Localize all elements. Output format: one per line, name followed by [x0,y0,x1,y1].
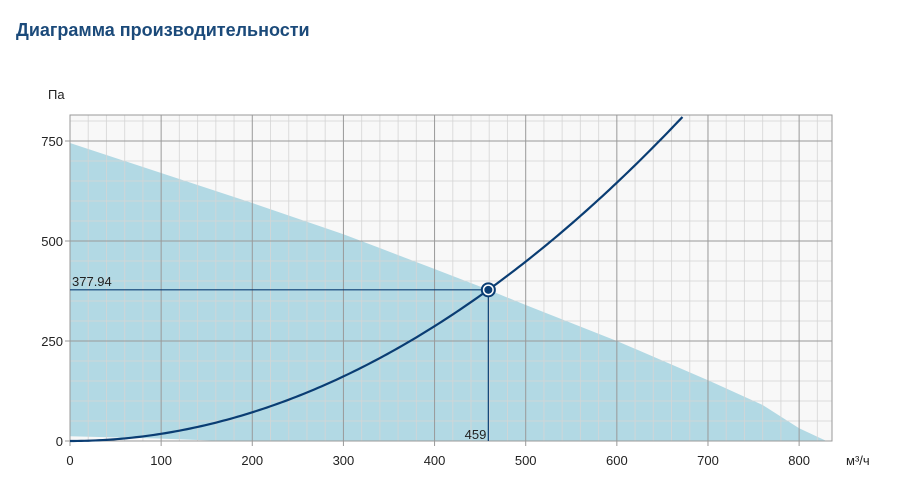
x-tick-label: 200 [241,453,263,468]
x-tick-label: 0 [66,453,73,468]
y-axis-label: Па [48,87,65,102]
operating-point-marker [484,285,493,294]
x-tick-label: 400 [424,453,446,468]
x-tick-label: 500 [515,453,537,468]
page-title: Диаграмма производительности [16,20,310,40]
operating-point-x-label: 459 [465,427,487,442]
x-tick-label: 100 [150,453,172,468]
y-tick-label: 750 [41,134,63,149]
x-tick-label: 800 [788,453,810,468]
system-curve [69,116,684,443]
plot-border [69,114,833,442]
x-tick-label: 600 [606,453,628,468]
fan-curve-area [70,143,827,441]
x-tick-label: 700 [697,453,719,468]
x-axis-label: м³/ч [846,453,870,468]
operating-point-y-label: 377.94 [72,274,112,289]
y-tick-label: 250 [41,334,63,349]
y-tick-label: 0 [56,434,63,449]
x-tick-label: 300 [333,453,355,468]
y-tick-label: 500 [41,234,63,249]
